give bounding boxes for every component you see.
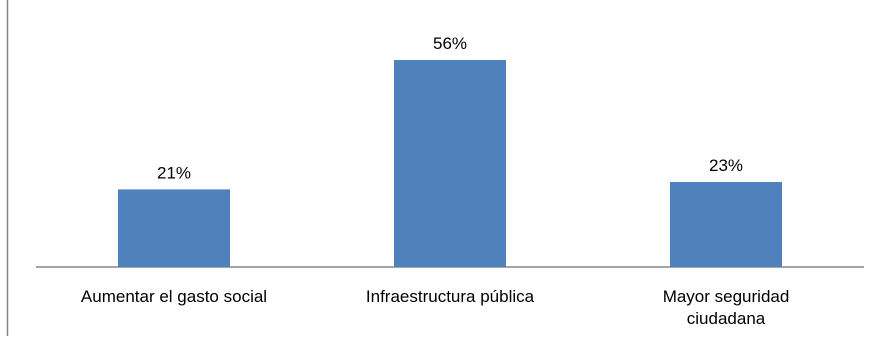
bar-2 — [394, 60, 506, 267]
category-label-3-line-1: Mayor seguridad — [663, 287, 790, 306]
bars-layer — [118, 60, 782, 267]
category-label-2: Infraestructura pública — [366, 287, 535, 306]
data-labels-layer: 21% 56% 23% — [157, 34, 743, 182]
data-label-3: 23% — [709, 156, 743, 175]
category-labels-layer: Aumentar el gasto social Infraestructura … — [81, 287, 789, 328]
data-label-1: 21% — [157, 163, 191, 182]
category-label-1: Aumentar el gasto social — [81, 287, 267, 306]
bar-3 — [670, 182, 782, 267]
category-label-3-line-2: ciudadana — [687, 309, 766, 328]
bar-1 — [118, 189, 230, 267]
data-label-2: 56% — [433, 34, 467, 53]
